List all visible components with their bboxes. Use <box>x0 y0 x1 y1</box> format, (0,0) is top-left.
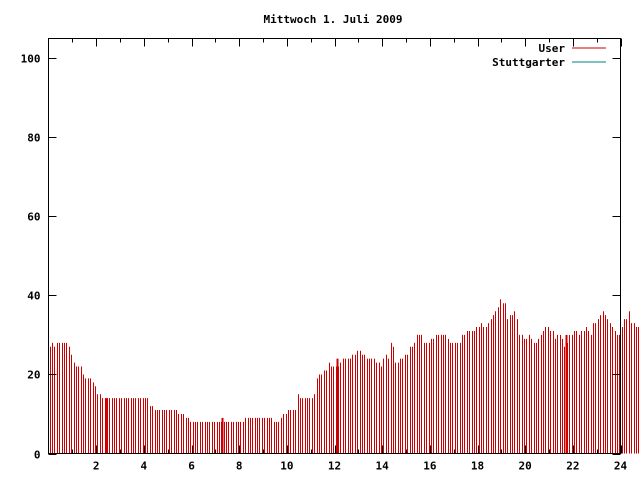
y-axis: 0 20 40 60 80 100 <box>21 53 621 462</box>
x-tick-label: 24 <box>614 460 628 473</box>
x-tick-label: 22 <box>566 460 579 473</box>
x-tick-label: 4 <box>141 460 148 473</box>
y-tick-label: 0 <box>34 449 41 462</box>
x-tick-label: 2 <box>93 460 100 473</box>
x-tick-label: 10 <box>280 460 293 473</box>
x-tick-label: 20 <box>519 460 532 473</box>
y-tick-label: 80 <box>27 132 40 145</box>
legend-label-user: User <box>539 42 566 55</box>
x-tick-label: 16 <box>423 460 437 473</box>
bar-series-user <box>50 299 639 454</box>
y-tick-label: 20 <box>27 369 40 382</box>
x-axis: 2 4 6 8 10 12 14 16 18 20 22 24 <box>72 38 628 473</box>
y-tick-label: 100 <box>21 53 41 66</box>
plot-frame <box>48 38 621 454</box>
legend: User Stuttgarter <box>492 42 606 69</box>
chart-title: Mittwoch 1. Juli 2009 <box>263 13 402 26</box>
y-tick-label: 60 <box>27 211 40 224</box>
y-tick-label: 40 <box>27 290 40 303</box>
x-tick-label: 18 <box>471 460 484 473</box>
legend-label-stuttgarter: Stuttgarter <box>492 56 565 69</box>
x-tick-label: 8 <box>236 460 243 473</box>
x-tick-label: 14 <box>376 460 390 473</box>
x-tick-label: 12 <box>328 460 341 473</box>
x-tick-label: 6 <box>188 460 195 473</box>
